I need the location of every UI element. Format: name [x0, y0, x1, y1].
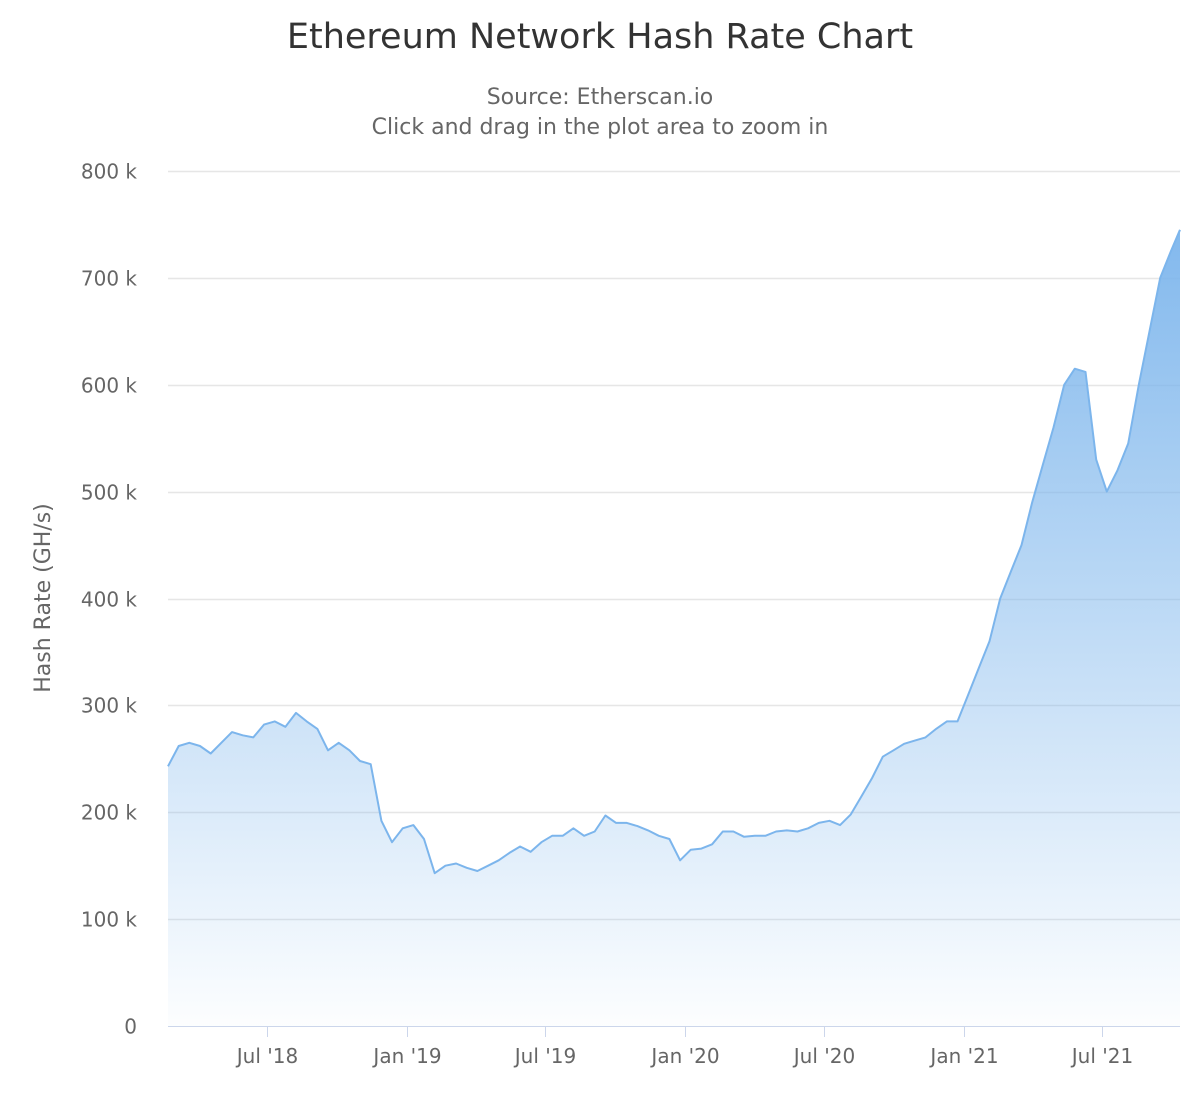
x-tick-label: Jan '21 [928, 1044, 998, 1068]
y-tick-label: 600 k [81, 374, 138, 398]
y-tick-label: 500 k [81, 481, 138, 505]
y-tick-label: 700 k [81, 267, 138, 291]
x-tick-label: Jul '20 [792, 1044, 855, 1068]
x-axis-labels: Jul '18 Jan '19 Jul '19 Jan '20 Jul '20 Jan '… [235, 1026, 1133, 1068]
y-tick-label: 800 k [81, 160, 138, 184]
series-area [168, 229, 1180, 1027]
x-tick-label: Jul '19 [513, 1044, 576, 1068]
y-tick-label: 0 [124, 1015, 137, 1039]
x-tick-label: Jul '18 [235, 1044, 298, 1068]
x-tick-label: Jan '19 [371, 1044, 441, 1068]
y-axis-labels: 0 100 k 200 k 300 k 400 k 500 k 600 k 700 k 800 … [81, 160, 138, 1039]
chart-title: Ethereum Network Hash Rate Chart [287, 17, 913, 57]
y-axis-title: Hash Rate (GH/s) [31, 503, 56, 693]
chart-subtitle: Source: Etherscan.io [487, 85, 714, 110]
y-tick-label: 200 k [81, 801, 138, 825]
chart-zoom-hint: Click and drag in the plot area to zoom … [372, 115, 829, 140]
y-tick-label: 300 k [81, 694, 138, 718]
series-line[interactable] [167, 229, 1181, 875]
y-tick-label: 100 k [81, 908, 138, 932]
y-tick-label: 400 k [81, 588, 138, 612]
x-tick-label: Jan '20 [649, 1044, 719, 1068]
x-tick-label: Jul '21 [1070, 1044, 1133, 1068]
